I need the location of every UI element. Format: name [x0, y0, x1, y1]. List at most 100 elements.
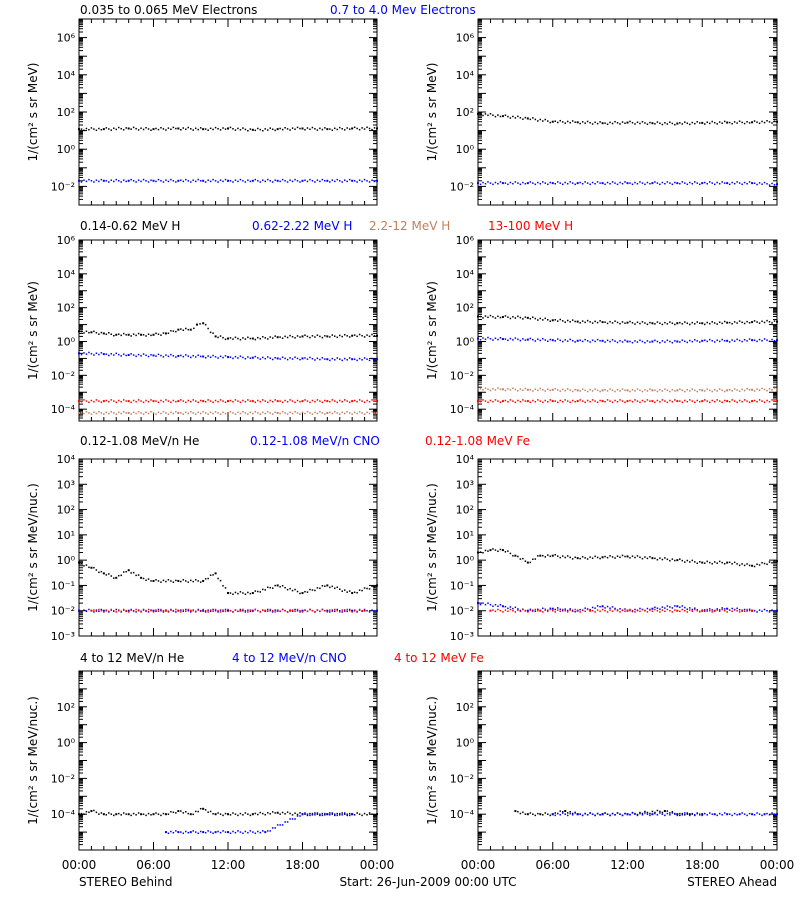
data-trace-dot — [659, 341, 661, 344]
data-trace-dot — [639, 610, 641, 613]
data-trace-dot — [547, 388, 549, 390]
data-trace-dot — [763, 121, 766, 124]
y-tick-label: 10⁻¹ — [51, 579, 75, 592]
data-trace-dot — [266, 811, 269, 814]
data-trace-dot — [771, 182, 773, 185]
data-trace-dot — [629, 608, 631, 611]
data-trace-dot — [289, 179, 291, 181]
data-trace-dot — [666, 608, 669, 611]
data-trace-dot — [155, 127, 157, 130]
data-point — [78, 400, 80, 403]
y-tick-label: 10⁻³ — [450, 630, 474, 643]
data-trace-dot — [229, 399, 232, 402]
data-trace-dot — [185, 128, 187, 131]
data-trace-dot — [559, 608, 561, 611]
data-trace-dot — [192, 580, 194, 583]
data-trace-dot — [534, 608, 537, 611]
data-trace-dot — [736, 609, 738, 612]
data-trace-dot — [217, 611, 219, 613]
data-trace-dot — [222, 356, 224, 359]
data-point — [589, 609, 592, 612]
data-trace-dot — [524, 339, 527, 341]
data-trace-dot — [249, 814, 252, 817]
data-trace-dot — [135, 334, 137, 337]
data-trace-dot — [566, 812, 569, 814]
data-trace-dot — [95, 609, 98, 611]
y-tick-label: 10⁶ — [57, 234, 76, 247]
data-trace-dot — [108, 181, 110, 183]
data-trace-dot — [346, 410, 348, 413]
data-trace-dot — [135, 608, 137, 611]
data-trace-dot — [269, 412, 271, 414]
data-trace-dot — [621, 121, 624, 123]
data-trace-dot — [691, 388, 694, 390]
data-trace-dot — [155, 609, 157, 611]
data-trace-dot — [753, 609, 756, 612]
data-trace-dot — [140, 355, 142, 357]
data-trace-dot — [599, 320, 601, 322]
series-0 — [477, 548, 778, 568]
data-trace-dot — [358, 399, 361, 401]
data-trace-dot — [199, 127, 202, 129]
data-trace-dot — [324, 413, 326, 415]
data-point — [626, 121, 629, 124]
data-trace-dot — [671, 388, 674, 391]
data-trace-dot — [669, 321, 671, 323]
data-trace-dot — [716, 339, 718, 341]
data-trace-dot — [224, 178, 227, 181]
data-trace-dot — [514, 606, 517, 609]
data-trace-dot — [105, 411, 108, 414]
data-trace-dot — [115, 352, 117, 355]
data-trace-dot — [686, 608, 689, 610]
data-trace-dot — [341, 812, 343, 814]
data-trace-dot — [696, 399, 699, 402]
data-trace-dot — [259, 611, 262, 613]
data-trace-dot — [571, 390, 574, 393]
data-trace-dot — [574, 388, 576, 391]
data-trace-dot — [346, 400, 348, 402]
data-trace-dot — [636, 400, 639, 402]
data-trace-dot — [728, 561, 731, 564]
data-point — [276, 128, 279, 131]
data-trace-dot — [766, 812, 768, 815]
data-trace-dot — [202, 608, 204, 611]
data-trace-dot — [728, 609, 731, 611]
data-trace-dot — [329, 411, 331, 414]
x-tick-label: 18:00 — [285, 858, 320, 872]
data-trace-dot — [629, 340, 631, 343]
data-trace-dot — [145, 399, 147, 402]
data-trace-dot — [646, 611, 649, 613]
data-trace-dot — [266, 586, 269, 589]
data-trace-dot — [694, 608, 696, 611]
data-trace-dot — [649, 388, 651, 390]
x-tick-label: 00:00 — [760, 858, 795, 872]
y-axis-label: 1/(cm² s sr MeV) — [425, 281, 439, 380]
data-trace-dot — [341, 359, 343, 362]
data-trace-dot — [664, 400, 666, 402]
data-trace-dot — [182, 355, 185, 358]
data-trace-dot — [487, 388, 489, 391]
data-trace-dot — [512, 316, 514, 318]
data-trace-dot — [242, 410, 244, 413]
data-trace-dot — [279, 358, 281, 360]
data-trace-dot — [748, 564, 751, 567]
data-trace-dot — [237, 830, 239, 832]
data-trace-dot — [482, 181, 484, 184]
data-trace-dot — [242, 832, 244, 835]
data-trace-dot — [494, 399, 497, 401]
data-trace-dot — [368, 412, 371, 415]
data-trace-dot — [368, 359, 371, 362]
data-trace-dot — [594, 388, 596, 390]
data-trace-dot — [83, 813, 85, 815]
data-trace-dot — [182, 400, 185, 402]
data-trace-dot — [736, 338, 738, 341]
data-trace-dot — [269, 813, 271, 815]
data-trace-dot — [299, 815, 301, 817]
data-trace-dot — [336, 412, 339, 414]
data-trace-dot — [182, 812, 185, 814]
data-point — [251, 592, 254, 595]
y-tick-label: 10¹ — [456, 529, 474, 542]
data-trace-dot — [768, 611, 771, 613]
data-trace-dot — [689, 561, 691, 563]
data-trace-dot — [175, 127, 177, 130]
